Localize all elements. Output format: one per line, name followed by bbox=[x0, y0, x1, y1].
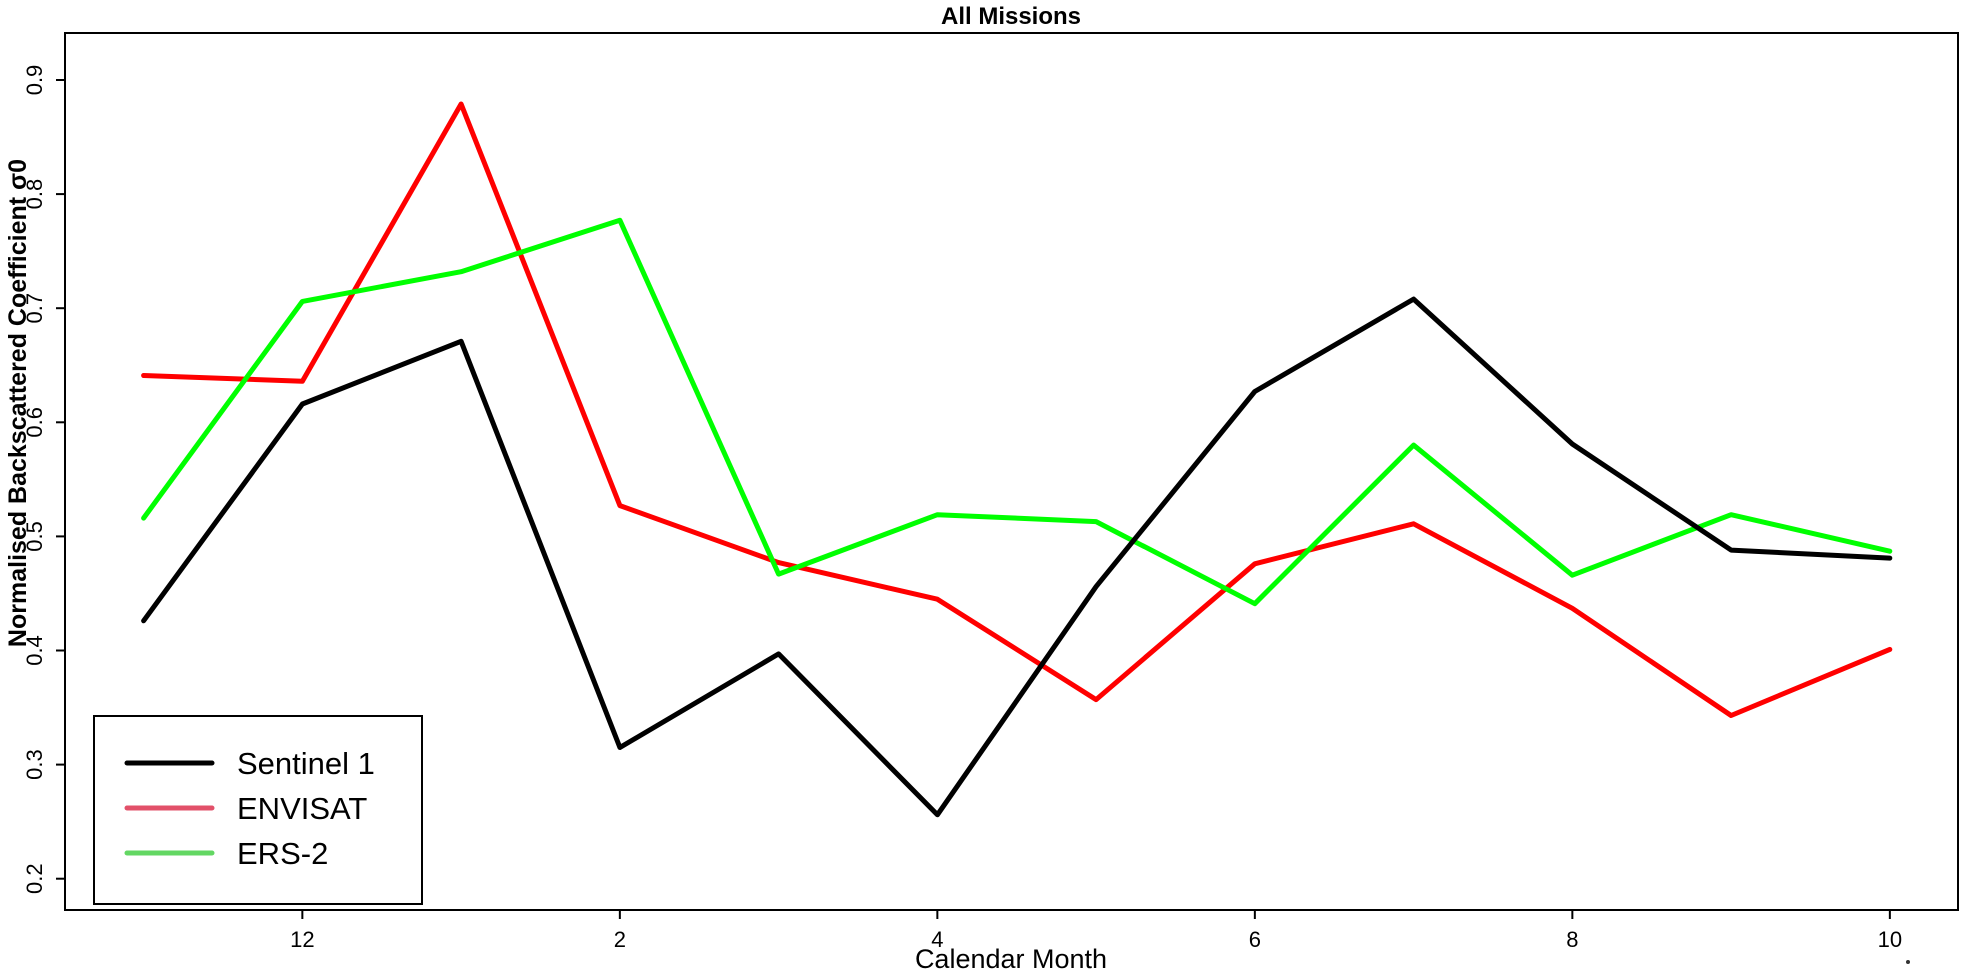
x-tick-label: 8 bbox=[1566, 927, 1578, 952]
y-tick-label: 0.5 bbox=[22, 521, 47, 552]
y-tick-label: 0.2 bbox=[22, 863, 47, 894]
y-tick-label: 0.4 bbox=[22, 635, 47, 666]
series-line-envisat bbox=[141, 101, 1893, 718]
series-line-ers-2 bbox=[141, 217, 1893, 607]
y-axis-title: Normalised Backscattered Coefficient σ0 bbox=[4, 159, 32, 647]
legend-label-envisat: ENVISAT bbox=[237, 791, 367, 826]
y-tick-label: 0.8 bbox=[22, 179, 47, 210]
series-line-sentinel-1 bbox=[141, 296, 1893, 818]
x-tick-label: 2 bbox=[614, 927, 626, 952]
x-tick-label: 4 bbox=[931, 927, 943, 952]
y-tick-label: 0.9 bbox=[22, 65, 47, 96]
x-tick-label: 6 bbox=[1249, 927, 1261, 952]
x-axis-title: Calendar Month bbox=[915, 944, 1107, 974]
chart-title: All Missions bbox=[941, 3, 1081, 30]
x-tick-label: 10 bbox=[1878, 927, 1902, 952]
plot-lines bbox=[141, 101, 1893, 818]
legend-label-ers2: ERS-2 bbox=[237, 836, 328, 871]
y-axis: 0.2 0.3 0.4 0.5 0.6 0.7 0.8 0.9 bbox=[22, 65, 65, 894]
legend: Sentinel 1 ENVISAT ERS-2 bbox=[93, 715, 423, 905]
stray-dot bbox=[1906, 960, 1910, 964]
x-tick-label: 12 bbox=[290, 927, 314, 952]
y-tick-label: 0.3 bbox=[22, 749, 47, 780]
x-axis: 12 2 4 6 8 10 bbox=[290, 910, 1902, 952]
y-tick-label: 0.7 bbox=[22, 293, 47, 324]
y-tick-label: 0.6 bbox=[22, 407, 47, 438]
legend-label-sentinel1: Sentinel 1 bbox=[237, 746, 375, 781]
